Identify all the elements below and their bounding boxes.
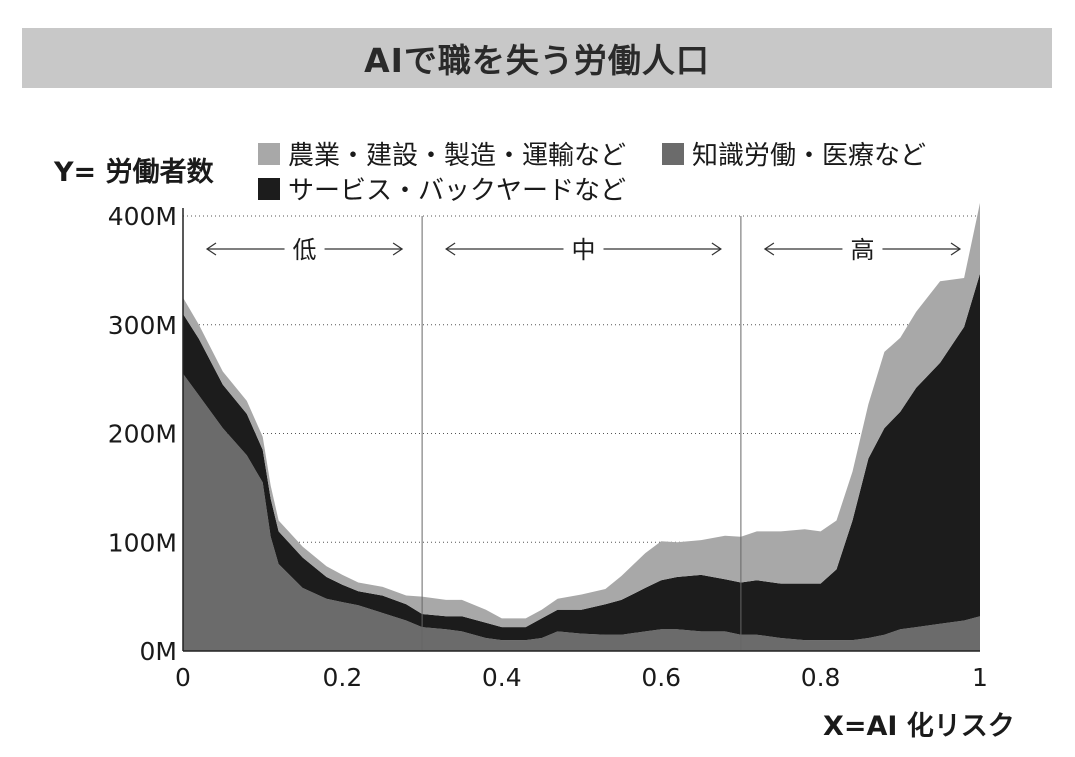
y-tick-label-0: 0M [140, 637, 177, 666]
area-series-0 [183, 373, 980, 651]
x-tick-label-0: 0 [175, 663, 191, 692]
legend-label-service: サービス・バックヤードなど [288, 176, 627, 206]
y-tick-label-1: 100M [108, 528, 177, 557]
x-tick-label-2: 0.4 [482, 663, 522, 692]
zone-label-0: 低 [293, 236, 317, 264]
area-series-1 [183, 273, 980, 641]
x-axis-label: X=AI 化リスク [823, 711, 1015, 742]
zone-arrow-left-head-1 [445, 242, 456, 256]
zone-arrow-right-head-0 [392, 242, 404, 256]
zone-arrow-left-head-2 [763, 242, 775, 256]
chart-title: AIで職を失う労働人口 [364, 41, 710, 80]
x-tick-label-4: 0.8 [801, 663, 841, 692]
y-tick-label-4: 400M [108, 202, 177, 231]
y-tick-label-3: 300M [108, 311, 177, 340]
zone-label-2: 高 [850, 236, 874, 264]
chart-title-bar: AIで職を失う労働人口 [22, 28, 1052, 88]
legend-entry-service: サービス・バックヤードなど [258, 170, 626, 207]
y-axis-label: Y= 労働者数 [54, 157, 214, 188]
zone-arrow-left-head-0 [205, 242, 217, 256]
x-tick-label-3: 0.6 [641, 663, 681, 692]
legend-label-agriculture: 農業・建設・製造・運輸など [288, 141, 627, 171]
legend-swatch-knowledge [662, 142, 684, 165]
legend-entry-agriculture: 農業・建設・製造・運輸など [258, 135, 626, 172]
y-tick-label-2: 200M [108, 420, 177, 449]
legend-label-knowledge: 知識労働・医療など [692, 141, 927, 171]
zone-arrow-right-head-1 [711, 242, 722, 256]
legend-swatch-agriculture [258, 142, 280, 165]
x-tick-label-1: 0.2 [323, 663, 363, 692]
legend-swatch-service [258, 177, 280, 200]
x-tick-label-5: 1 [972, 663, 988, 692]
legend-entry-knowledge: 知識労働・医療など [662, 135, 926, 172]
zone-label-1: 中 [572, 236, 596, 264]
zone-arrow-right-head-2 [950, 242, 962, 256]
